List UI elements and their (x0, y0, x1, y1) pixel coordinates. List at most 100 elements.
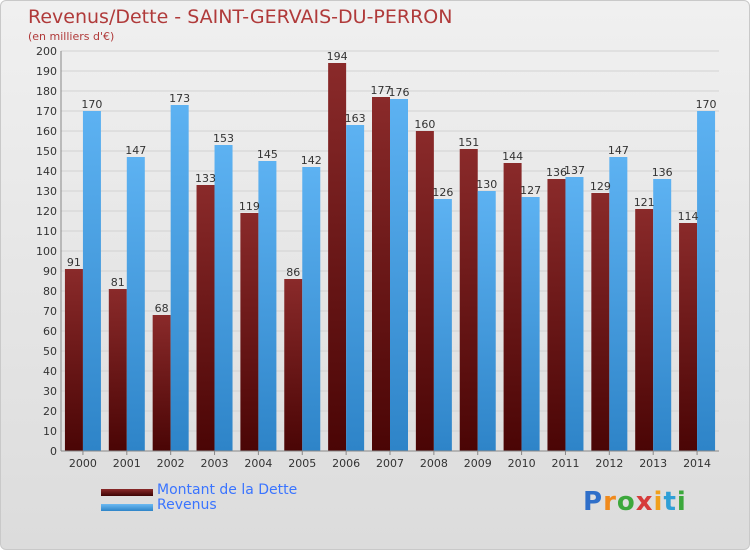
legend-swatch-revenus (101, 504, 153, 511)
data-label-revenus: 127 (520, 184, 541, 197)
y-tick-label: 120 (36, 205, 57, 218)
bar-revenus (653, 179, 672, 451)
x-tick-label: 2004 (244, 457, 272, 470)
legend-label-revenus: Revenus (157, 497, 217, 513)
y-tick-label: 10 (43, 425, 57, 438)
data-label-dette: 133 (195, 172, 216, 185)
y-tick-label: 80 (43, 285, 57, 298)
y-axis: 0 10 20 30 40 50 60 70 80 90 100 110 120 130 140 150 160… (36, 45, 62, 458)
y-tick-label: 60 (43, 325, 57, 338)
y-tick-label: 40 (43, 365, 57, 378)
data-label-revenus: 176 (389, 86, 410, 99)
bar-revenus (258, 161, 277, 451)
x-tick-label: 2012 (595, 457, 623, 470)
x-tick-label: 2007 (376, 457, 404, 470)
bar-revenus (390, 99, 408, 451)
data-label-dette: 91 (67, 256, 81, 269)
y-tick-label: 110 (36, 225, 57, 238)
bar-dette (635, 209, 654, 451)
bar-dette (240, 213, 259, 451)
data-label-revenus: 136 (652, 166, 673, 179)
x-tick-label: 2009 (464, 457, 492, 470)
y-tick-label: 50 (43, 345, 57, 358)
bar-revenus (214, 145, 233, 451)
bar-revenus (346, 125, 365, 451)
bars-group (64, 63, 716, 451)
data-label-revenus: 142 (301, 154, 322, 167)
logo-letter: t (663, 487, 677, 517)
data-label-revenus: 170 (81, 98, 102, 111)
bar-dette (503, 163, 522, 451)
data-label-dette: 136 (546, 166, 567, 179)
x-tick-label: 2003 (201, 457, 229, 470)
data-label-revenus: 147 (125, 144, 146, 157)
x-tick-label: 2001 (113, 457, 141, 470)
bar-dette (415, 131, 434, 451)
y-tick-label: 170 (36, 105, 57, 118)
y-tick-label: 30 (43, 385, 57, 398)
data-label-revenus: 147 (608, 144, 629, 157)
data-label-revenus: 163 (345, 112, 366, 125)
bar-dette (679, 223, 698, 451)
bar-revenus (609, 157, 628, 451)
data-label-revenus: 126 (432, 186, 453, 199)
y-tick-label: 70 (43, 305, 57, 318)
data-label-dette: 151 (458, 136, 479, 149)
bar-dette (372, 97, 390, 451)
logo-letter: r (603, 487, 617, 517)
bar-revenus (126, 157, 145, 451)
y-tick-label: 190 (36, 65, 57, 78)
bar-dette (152, 315, 171, 451)
data-label-revenus: 173 (169, 92, 190, 105)
logo-letter: i (653, 487, 664, 517)
data-labels: 91 170 81 147 68 173 133 153 119 145 86 142 194 163 17… (67, 50, 717, 315)
data-label-revenus: 130 (476, 178, 497, 191)
data-label-dette: 160 (414, 118, 435, 131)
y-tick-label: 20 (43, 405, 57, 418)
x-tick-label: 2000 (69, 457, 97, 470)
data-label-dette: 81 (111, 276, 125, 289)
data-label-dette: 86 (286, 266, 300, 279)
x-tick-label: 2011 (551, 457, 579, 470)
data-label-dette: 68 (155, 302, 169, 315)
x-tick-label: 2013 (639, 457, 667, 470)
bar-revenus (302, 167, 321, 451)
x-tick-label: 2014 (683, 457, 711, 470)
bar-dette (108, 289, 127, 451)
y-tick-label: 140 (36, 165, 57, 178)
data-label-dette: 194 (327, 50, 348, 63)
y-tick-label: 100 (36, 245, 57, 258)
bar-revenus (521, 197, 540, 451)
data-label-dette: 114 (678, 210, 699, 223)
bar-revenus (433, 199, 452, 451)
x-tick-label: 2010 (508, 457, 536, 470)
legend-swatch-dette (101, 489, 153, 496)
data-label-revenus: 170 (696, 98, 717, 111)
logo-letter: x (635, 487, 654, 517)
x-tick-label: 2002 (157, 457, 185, 470)
chart-subtitle: (en milliers d'€) (28, 30, 115, 43)
y-tick-label: 130 (36, 185, 57, 198)
data-label-dette: 121 (634, 196, 655, 209)
data-label-dette: 177 (371, 84, 392, 97)
data-label-revenus: 137 (564, 164, 585, 177)
chart-title: Revenus/Dette - SAINT-GERVAIS-DU-PERRON (28, 6, 453, 28)
bar-revenus (82, 111, 101, 451)
y-tick-label: 160 (36, 125, 57, 138)
x-tick-label: 2008 (420, 457, 448, 470)
proxiti-logo: Proxiti (583, 487, 687, 517)
data-label-dette: 119 (239, 200, 260, 213)
data-label-dette: 144 (502, 150, 523, 163)
bar-dette (284, 279, 303, 451)
bar-revenus (477, 191, 496, 451)
y-tick-label: 90 (43, 265, 57, 278)
legend-label-dette: Montant de la Dette (157, 482, 298, 498)
y-tick-label: 200 (36, 45, 57, 58)
y-tick-label: 180 (36, 85, 57, 98)
bar-dette (64, 269, 83, 451)
x-axis: 2000 2001 2002 2003 2004 2005 2006 2007 2008 2009… (61, 450, 719, 470)
logo-letter: i (676, 487, 687, 517)
y-tick-label: 0 (50, 445, 57, 458)
bar-dette (328, 63, 347, 451)
